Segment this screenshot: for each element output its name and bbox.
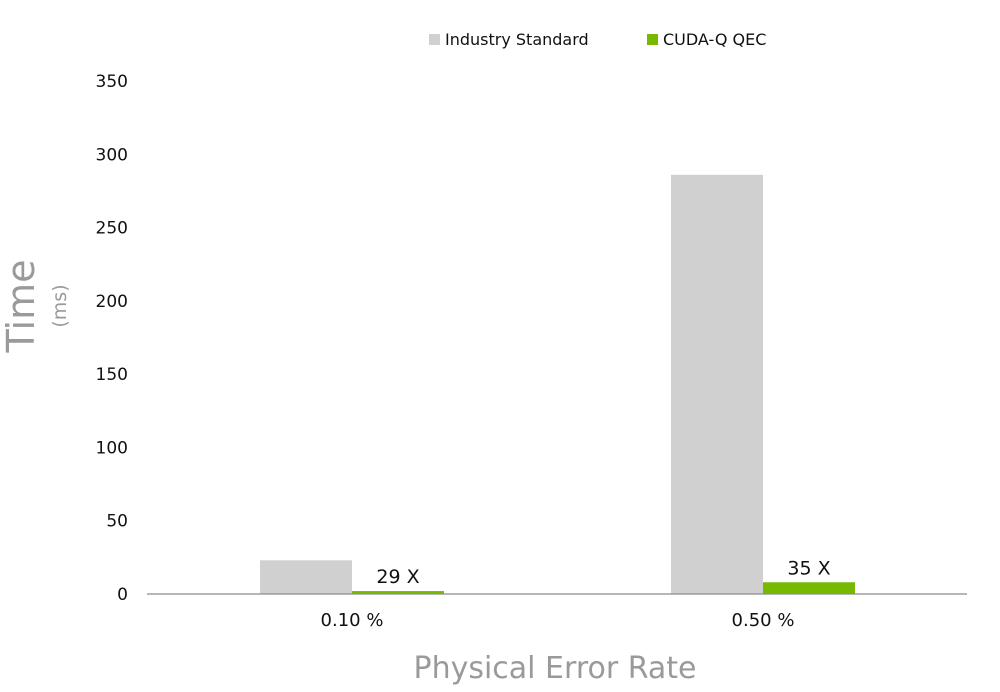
data-labels: 29 X 35 X xyxy=(376,557,830,588)
y-axis-ticks: 0 50 100 150 200 250 300 350 xyxy=(96,72,128,605)
y-axis-unit-group: (ms) xyxy=(49,284,71,327)
x-axis-categories: 0.10 % 0.50 % xyxy=(321,610,795,631)
legend: Industry Standard CUDA-Q QEC xyxy=(429,30,766,49)
y-tick-label: 100 xyxy=(96,438,128,458)
x-axis-title: Physical Error Rate xyxy=(413,651,696,686)
y-tick-label: 350 xyxy=(96,72,128,92)
x-tick-label: 0.50 % xyxy=(732,610,795,631)
y-tick-label: 250 xyxy=(96,219,128,239)
y-tick-label: 150 xyxy=(96,365,128,385)
legend-label-industry-standard: Industry Standard xyxy=(445,30,589,49)
y-tick-label: 300 xyxy=(96,145,128,165)
y-tick-label: 50 xyxy=(106,512,128,532)
legend-swatch-cuda-q-qec xyxy=(647,34,658,45)
y-axis-title-group: Time xyxy=(0,260,43,354)
bar-industry-standard xyxy=(260,560,352,594)
y-tick-label: 0 xyxy=(117,585,128,605)
y-axis-unit: (ms) xyxy=(49,284,71,327)
bar-industry-standard xyxy=(671,174,763,594)
data-label: 29 X xyxy=(376,566,419,588)
bar-cuda-q-qec xyxy=(352,591,444,594)
legend-swatch-industry-standard xyxy=(429,34,440,45)
y-axis-title: Time xyxy=(0,260,43,354)
legend-label-cuda-q-qec: CUDA-Q QEC xyxy=(663,30,766,49)
bars xyxy=(260,174,855,594)
data-label: 35 X xyxy=(787,557,830,579)
bar-cuda-q-qec xyxy=(763,582,855,594)
y-tick-label: 200 xyxy=(96,292,128,312)
x-tick-label: 0.10 % xyxy=(321,610,384,631)
